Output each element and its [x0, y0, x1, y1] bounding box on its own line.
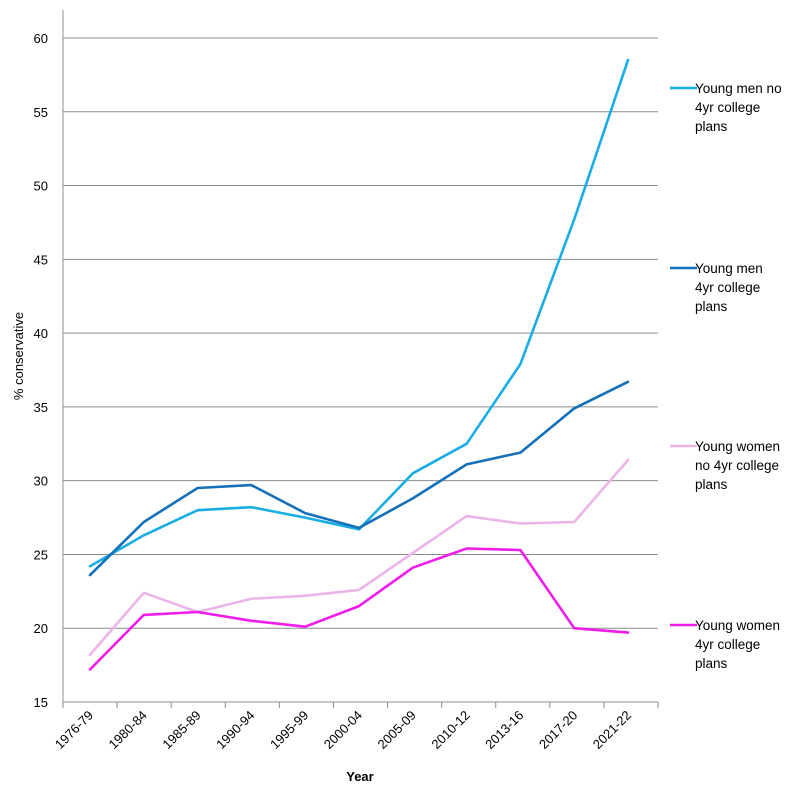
x-tick-label: 2013-16 — [482, 708, 526, 752]
y-tick-labels: 15 20 25 30 35 40 45 50 55 60 — [34, 31, 48, 710]
y-tick-label: 40 — [34, 326, 48, 341]
y-tick-label: 30 — [34, 474, 48, 489]
legend-label: plans — [695, 477, 728, 492]
legend-label: Young men no — [695, 81, 782, 96]
legend-label: plans — [695, 299, 728, 314]
x-axis-title: Year — [346, 769, 373, 784]
x-tick-label: 2021-22 — [590, 708, 634, 752]
y-tick-label: 20 — [34, 621, 48, 636]
series-lines — [88, 58, 630, 671]
series-line — [88, 380, 630, 577]
series-line — [88, 58, 630, 568]
legend-label: 4yr college — [695, 100, 760, 115]
y-tick-label: 35 — [34, 400, 48, 415]
legend-label: 4yr college — [695, 280, 760, 295]
x-tick-label: 1976-79 — [52, 708, 96, 752]
series-line — [88, 547, 630, 671]
x-tick-label: 2010-12 — [428, 708, 472, 752]
legend-item: Young men 4yr college plans — [670, 261, 763, 314]
x-tick-label: 2017-20 — [536, 708, 580, 752]
series-line — [88, 458, 630, 657]
legend: Young men no 4yr college plans Young men 4yr… — [670, 81, 782, 671]
x-tick-label: 1995-99 — [267, 708, 311, 752]
y-tick-label: 45 — [34, 252, 48, 267]
legend-label: no 4yr college — [695, 458, 779, 473]
y-tick-label: 55 — [34, 105, 48, 120]
legend-item: Young women no 4yr college plans — [670, 439, 780, 492]
gridlines — [63, 37, 658, 629]
legend-label: plans — [695, 119, 728, 134]
x-tick-label: 1990-94 — [213, 708, 257, 752]
x-tick-labels: 1976-79 1980-84 1985-89 1990-94 1995-99 2000-… — [52, 708, 634, 752]
y-tick-label: 60 — [34, 31, 48, 46]
legend-label: Young women — [695, 439, 780, 454]
legend-label: Young men — [695, 261, 763, 276]
x-tick-label: 2005-09 — [375, 708, 419, 752]
legend-label: Young women — [695, 618, 780, 633]
legend-label: 4yr college — [695, 637, 760, 652]
y-axis-title: % conservative — [11, 312, 26, 400]
y-tick-label: 50 — [34, 179, 48, 194]
axes — [62, 10, 659, 708]
x-tick-label: 1980-84 — [106, 708, 150, 752]
legend-item: Young men no 4yr college plans — [670, 81, 782, 134]
x-tick-label: 1985-89 — [159, 708, 203, 752]
legend-label: plans — [695, 656, 728, 671]
y-tick-label: 15 — [34, 695, 48, 710]
y-tick-label: 25 — [34, 547, 48, 562]
legend-item: Young women 4yr college plans — [670, 618, 780, 671]
x-tick-label: 2000-04 — [321, 708, 365, 752]
